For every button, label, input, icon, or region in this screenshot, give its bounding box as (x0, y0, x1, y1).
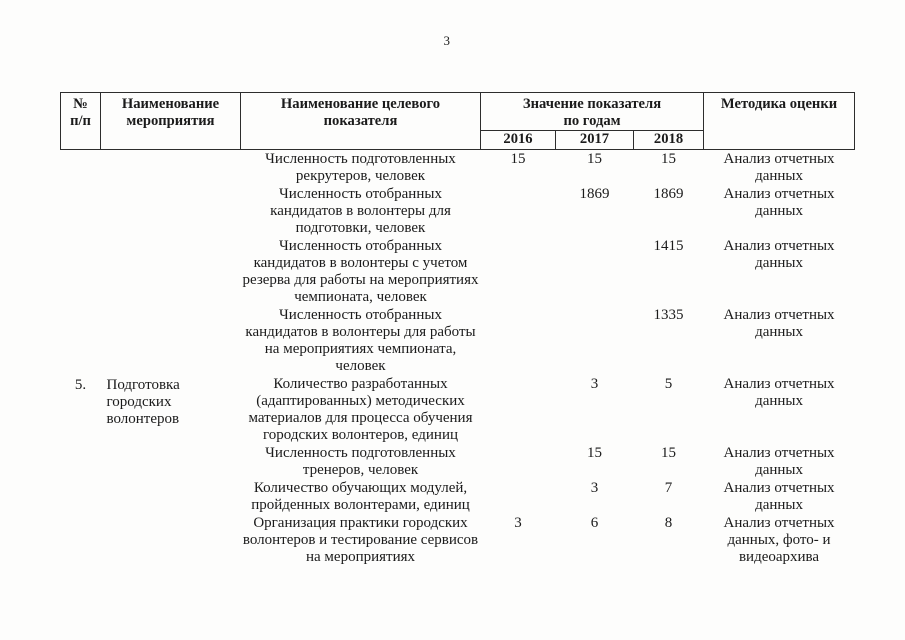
row-number-cell (61, 185, 101, 237)
row-number-cell (61, 306, 101, 375)
value-2016-cell (481, 237, 556, 306)
row-number-cell: 5. (74, 377, 87, 393)
method-cell: Анализ отчетных данных (723, 238, 835, 271)
indicator-cell: Численность подготовленных рекрутеров, ч… (265, 151, 456, 184)
table-row: Численность подготовленных рекрутеров, ч… (61, 150, 855, 186)
indicator-cell: Численность подготовленных тренеров, чел… (265, 445, 456, 478)
indicator-cell: Численность отобранных кандидатов в воло… (242, 238, 479, 305)
value-2018-cell: 15 (661, 151, 677, 167)
value-2018-cell: 8 (664, 515, 673, 531)
header-year-2018: 2018 (632, 130, 705, 150)
activity-cell (101, 237, 241, 306)
value-2016-cell (481, 375, 556, 444)
value-2018-cell: 15 (661, 445, 677, 461)
method-cell: Анализ отчетных данных (723, 376, 835, 409)
value-2016-cell (481, 479, 556, 514)
method-cell: Анализ отчетных данных (723, 151, 835, 184)
activity-cell (101, 444, 241, 479)
value-2018-cell: 1415 (653, 238, 684, 254)
indicator-cell: Количество разработанных (адаптированных… (248, 376, 473, 443)
page-number: 3 (443, 33, 451, 48)
header-col-method: Методика оценки (703, 92, 856, 150)
indicator-cell: Численность отобранных кандидатов в воло… (270, 186, 451, 236)
table-header: № п/п Наименование мероприятия Наименова… (60, 92, 856, 150)
indicator-cell: Количество обучающих модулей, пройденных… (251, 480, 470, 513)
method-cell: Анализ отчетных данных (723, 480, 835, 513)
activity-cell (101, 479, 241, 514)
indicator-cell: Организация практики городских волонтеро… (242, 515, 479, 565)
table-row: Численность подготовленных тренеров, чел… (61, 444, 855, 479)
header-year-2016: 2016 (480, 130, 556, 150)
value-2017-cell: 15 (587, 151, 602, 167)
value-2016-cell (481, 306, 556, 375)
indicator-cell: Численность отобранных кандидатов в воло… (245, 307, 476, 374)
activity-cell: Подготовка городских волонтеров (106, 377, 180, 427)
value-2017-cell: 6 (590, 515, 599, 531)
value-2016-cell (481, 444, 556, 479)
table-row: Численность отобранных кандидатов в воло… (61, 185, 855, 237)
value-2016-cell: 3 (514, 515, 522, 531)
header-year-2017: 2017 (555, 130, 634, 150)
method-cell: Анализ отчетных данных (723, 445, 835, 478)
row-number-cell (61, 444, 101, 479)
row-number-cell (61, 514, 101, 566)
value-2017-cell: 3 (590, 376, 599, 392)
value-2017-cell: 3 (590, 480, 599, 496)
activity-cell (101, 514, 241, 566)
value-2017-cell (556, 306, 634, 375)
value-2016-cell (481, 185, 556, 237)
activity-cell (101, 150, 241, 186)
table-row: Численность отобранных кандидатов в воло… (61, 237, 855, 306)
row-number-cell (61, 479, 101, 514)
table-row: Организация практики городских волонтеро… (61, 514, 855, 566)
value-2018-cell: 5 (664, 376, 673, 392)
value-2018-cell: 7 (664, 480, 673, 496)
activity-cell (101, 306, 241, 375)
value-2018-cell: 1869 (653, 186, 684, 202)
row-number-cell (61, 150, 101, 186)
header-col-activity: Наименование мероприятия (100, 92, 241, 150)
header-col-values-group: Значение показателя по годам (479, 92, 705, 131)
value-2017-cell: 1869 (579, 186, 610, 202)
row-number-cell (61, 237, 101, 306)
table-row: Количество обучающих модулей, пройденных… (61, 479, 855, 514)
method-cell: Анализ отчетных данных (723, 307, 835, 340)
value-2017-cell (556, 237, 634, 306)
table-row: 5. Подготовка городских волонтеров Колич… (61, 375, 855, 444)
indicators-table: № п/п Наименование мероприятия Наименова… (60, 92, 856, 567)
header-col-indicator: Наименование целевого показателя (240, 92, 481, 150)
activity-cell (101, 185, 241, 237)
method-cell: Анализ отчетных данных, фото- и видеоарх… (723, 515, 835, 565)
method-cell: Анализ отчетных данных (723, 186, 835, 219)
value-2017-cell: 15 (587, 445, 602, 461)
value-2018-cell: 1335 (653, 307, 684, 323)
header-col-num: № п/п (60, 92, 101, 150)
table-body: Численность подготовленных рекрутеров, ч… (61, 150, 855, 567)
table-row: Численность отобранных кандидатов в воло… (61, 306, 855, 375)
value-2016-cell: 15 (510, 151, 526, 167)
